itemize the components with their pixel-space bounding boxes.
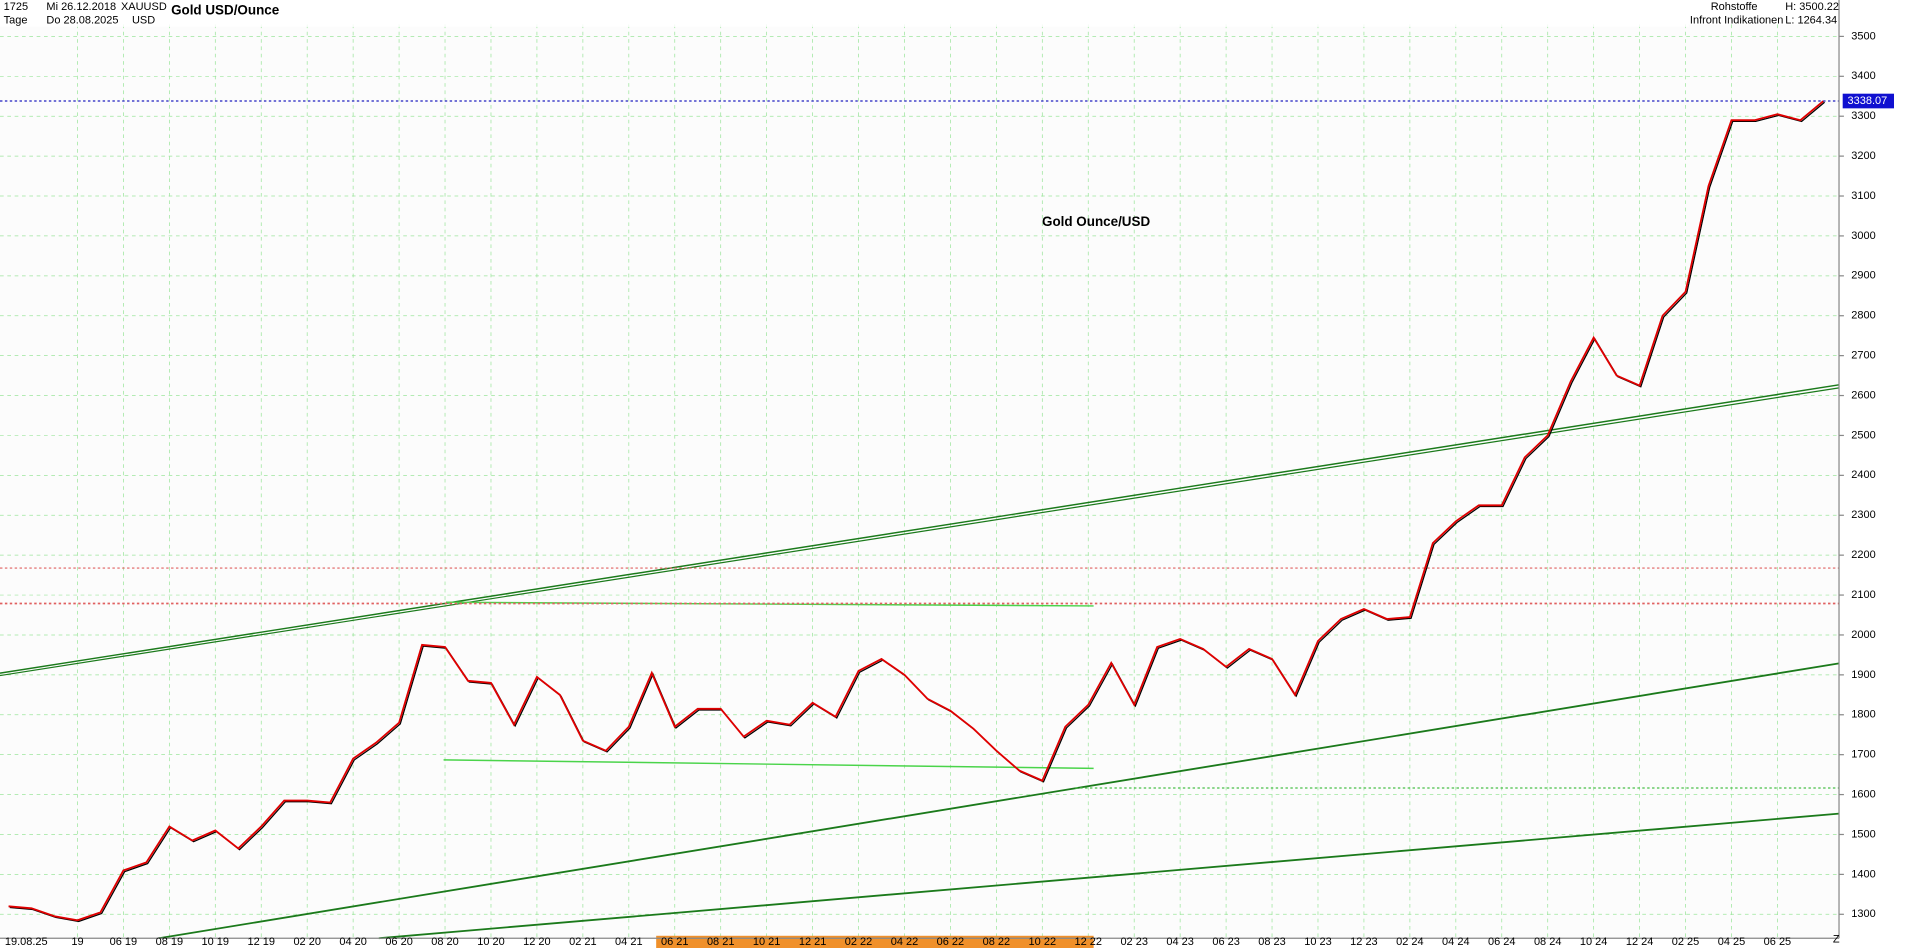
x-tick-label: 12 22 — [1075, 936, 1103, 948]
support-line — [443, 759, 1094, 770]
cursor-label: 19.08.25 — [5, 936, 48, 948]
x-tick-label: 02 24 — [1396, 936, 1424, 948]
period: Tage — [4, 15, 28, 27]
x-tick-label: 12 23 — [1350, 936, 1378, 948]
y-tick-label: 2800 — [1851, 310, 1875, 322]
plot-area — [0, 24, 1840, 939]
x-tick-label: 02 21 — [569, 936, 597, 948]
chart-title: Gold USD/Ounce — [171, 3, 279, 18]
y-axis-area — [1839, 0, 1916, 948]
y-tick-label: 3400 — [1851, 70, 1875, 82]
x-tick-label: 10 23 — [1304, 936, 1332, 948]
y-tick-label: 2600 — [1851, 389, 1875, 401]
x-tick-label: 08 19 — [156, 936, 184, 948]
y-tick-label: 2400 — [1851, 469, 1875, 481]
x-tick-label: 08 24 — [1534, 936, 1562, 948]
x-tick-label: 10 19 — [202, 936, 230, 948]
series-layer — [0, 100, 1840, 923]
x-tick-label: 02 22 — [845, 936, 873, 948]
x-tick-label: 08 20 — [431, 936, 459, 948]
x-tick-label: 04 22 — [891, 936, 919, 948]
x-tick-label: 10 24 — [1580, 936, 1608, 948]
y-tick-label: 2000 — [1851, 629, 1875, 641]
y-tick-label: 1300 — [1851, 908, 1875, 920]
x-tick-label: 04 24 — [1442, 936, 1470, 948]
trend-line — [158, 662, 1840, 940]
x-tick-label: 04 25 — [1718, 936, 1746, 948]
start-date: Mi 26.12.2018 — [46, 1, 116, 13]
x-tick-label: 06 22 — [937, 936, 965, 948]
y-tick-label: 1900 — [1851, 669, 1875, 681]
y-tick-label: 2700 — [1851, 350, 1875, 362]
y-tick-label: 1700 — [1851, 749, 1875, 761]
symbol: XAUUSD — [121, 1, 167, 13]
x-tick-label: 10 20 — [477, 936, 505, 948]
y-tick-label: 1600 — [1851, 788, 1875, 800]
last-price-box — [1842, 93, 1895, 109]
currency: USD — [132, 15, 155, 27]
x-tick-label: 02 20 — [293, 936, 321, 948]
x-tick-label: 12 19 — [247, 936, 275, 948]
source: Rohstoffe — [1711, 1, 1758, 13]
x-tick-label: 06 25 — [1764, 936, 1792, 948]
x-tick-label: 02 25 — [1672, 936, 1700, 948]
axis-layer: 1300 1400 1500 1600 1700 1800 1900 2000 2100 2200… — [71, 30, 1895, 948]
x-tick-label: 12 20 — [523, 936, 551, 948]
price-line — [8, 100, 1824, 922]
corner-label: Z — [1833, 933, 1840, 945]
trend-line — [378, 812, 1840, 940]
end-date: Do 28.08.2025 — [46, 15, 118, 27]
y-tick-label: 3200 — [1851, 150, 1875, 162]
x-tick-label: 06 20 — [385, 936, 413, 948]
trend-lines — [0, 384, 1840, 940]
x-tick-label: 10 21 — [753, 936, 781, 948]
y-tick-label: 2500 — [1851, 429, 1875, 441]
y-tick-label: 3000 — [1851, 230, 1875, 242]
y-tick-label: 1500 — [1851, 828, 1875, 840]
y-tick-label: 3100 — [1851, 190, 1875, 202]
x-tick-label: 04 23 — [1166, 936, 1194, 948]
trend-line — [0, 384, 1840, 674]
y-tick-label: 2900 — [1851, 270, 1875, 282]
x-tick-label: 04 21 — [615, 936, 643, 948]
annotation: Gold Ounce/USD — [1042, 214, 1150, 229]
x-tick-label: 08 22 — [983, 936, 1011, 948]
last-price-label: 3338.07 — [1848, 95, 1888, 107]
y-tick-label: 3500 — [1851, 30, 1875, 42]
x-tick-label: 06 21 — [661, 936, 689, 948]
x-tick-label: 12 21 — [799, 936, 827, 948]
y-tick-label: 2100 — [1851, 589, 1875, 601]
y-tick-label: 2200 — [1851, 549, 1875, 561]
x-tick-label: 06 24 — [1488, 936, 1516, 948]
y-tick-label: 1400 — [1851, 868, 1875, 880]
x-tick-label: 08 21 — [707, 936, 735, 948]
x-tick-label: 06 19 — [110, 936, 138, 948]
x-tick-label: 08 23 — [1258, 936, 1286, 948]
trend-line — [0, 387, 1840, 677]
y-tick-label: 1800 — [1851, 709, 1875, 721]
x-tick-label: 19 — [71, 936, 83, 948]
count: 1725 — [4, 1, 28, 13]
y-tick-label: 2300 — [1851, 509, 1875, 521]
low: L: 1264.34 — [1785, 15, 1837, 27]
x-tick-label: 06 23 — [1212, 936, 1240, 948]
x-tick-label: 04 20 — [339, 936, 367, 948]
grid — [0, 24, 1840, 939]
high: H: 3500.22 — [1785, 1, 1839, 13]
x-tick-label: 12 24 — [1626, 936, 1654, 948]
x-tick-label: 10 22 — [1029, 936, 1057, 948]
y-tick-label: 3300 — [1851, 110, 1875, 122]
x-tick-label: 02 23 — [1120, 936, 1148, 948]
header-bar — [0, 0, 1689, 27]
provider: Infront Indikationen — [1690, 15, 1783, 27]
